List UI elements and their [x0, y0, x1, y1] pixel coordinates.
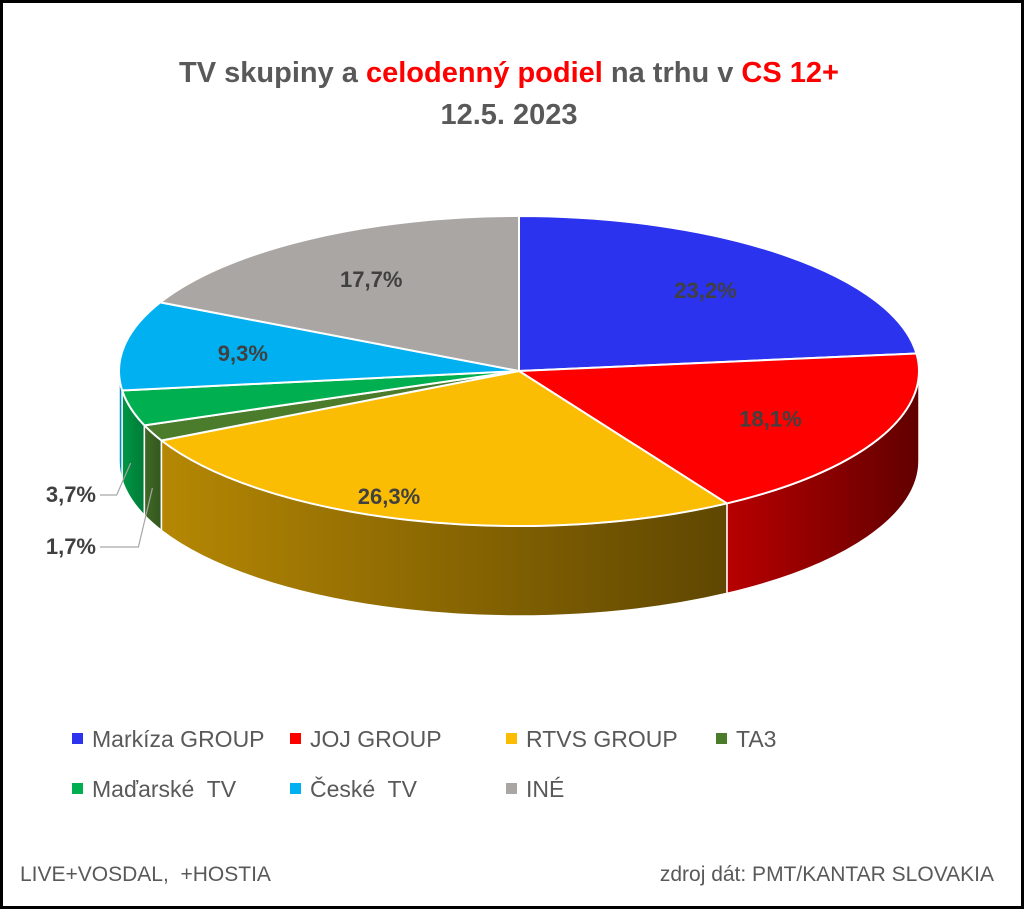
legend-swatch-markiza: [72, 733, 83, 744]
footer-source: zdroj dát: PMT/KANTAR SLOVAKIA: [659, 863, 994, 886]
legend-swatch-rtvs: [506, 733, 517, 744]
legend-item-ine: INÉ: [506, 776, 564, 803]
title-line-1: TV skupiny a celodenný podiel na trhu v …: [0, 52, 1018, 94]
title-part-1: TV skupiny a: [179, 57, 366, 89]
pie-slice-markiza: [518, 215, 918, 372]
legend: Markíza GROUP JOJ GROUP RTVS GROUP TA3 M…: [72, 726, 972, 826]
legend-item-markiza: Markíza GROUP: [72, 726, 265, 753]
pie-slice-ine: [159, 215, 520, 372]
legend-label-ceske: České TV: [310, 776, 417, 802]
legend-label-markiza: Markíza GROUP: [92, 726, 265, 752]
legend-item-joj: JOJ GROUP: [290, 726, 442, 753]
legend-swatch-ceske: [290, 783, 301, 794]
legend-item-ta3: TA3: [716, 726, 776, 753]
legend-row-2: Maďarské TV České TV INÉ: [72, 776, 972, 826]
title-highlight-1: celodenný podiel: [365, 57, 603, 89]
data-label-ine: 17,7%: [340, 267, 402, 292]
legend-swatch-ine: [506, 783, 517, 794]
legend-label-ine: INÉ: [526, 776, 565, 802]
leader-line-ta3: [100, 487, 153, 548]
data-label-joj: 18,1%: [739, 407, 801, 432]
legend-swatch-ta3: [716, 733, 727, 744]
data-label-ta3: 1,7%: [46, 534, 96, 559]
legend-item-rtvs: RTVS GROUP: [506, 726, 678, 753]
data-label-madarske: 3,7%: [46, 482, 96, 507]
leader-line-madarske: [100, 462, 132, 496]
title-highlight-2: CS 12+: [741, 57, 839, 89]
pie-slice-joj: [518, 352, 920, 505]
legend-swatch-madarske: [72, 783, 83, 794]
legend-label-rtvs: RTVS GROUP: [526, 726, 678, 752]
data-label-ceske: 9,3%: [218, 341, 268, 366]
title-part-2: na trhu v: [602, 57, 742, 89]
chart-title: TV skupiny a celodenný podiel na trhu v …: [0, 52, 1018, 136]
legend-item-ceske: České TV: [290, 776, 417, 803]
data-label-rtvs: 26,3%: [358, 484, 420, 509]
legend-label-madarske: Maďarské TV: [92, 776, 237, 802]
legend-swatch-joj: [290, 733, 301, 744]
pie-side-ta3: [143, 423, 163, 533]
legend-item-madarske: Maďarské TV: [72, 776, 236, 803]
legend-label-ta3: TA3: [736, 726, 777, 752]
legend-row-1: Markíza GROUP JOJ GROUP RTVS GROUP TA3: [72, 726, 972, 776]
title-line-2: 12.5. 2023: [440, 99, 578, 131]
pie-slice-rtvs: [160, 370, 728, 527]
data-label-markiza: 23,2%: [674, 278, 736, 303]
footer-note: LIVE+VOSDAL, +HOSTIA: [20, 863, 271, 886]
pie-slice-ceske: [118, 301, 520, 392]
legend-label-joj: JOJ GROUP: [310, 726, 442, 752]
